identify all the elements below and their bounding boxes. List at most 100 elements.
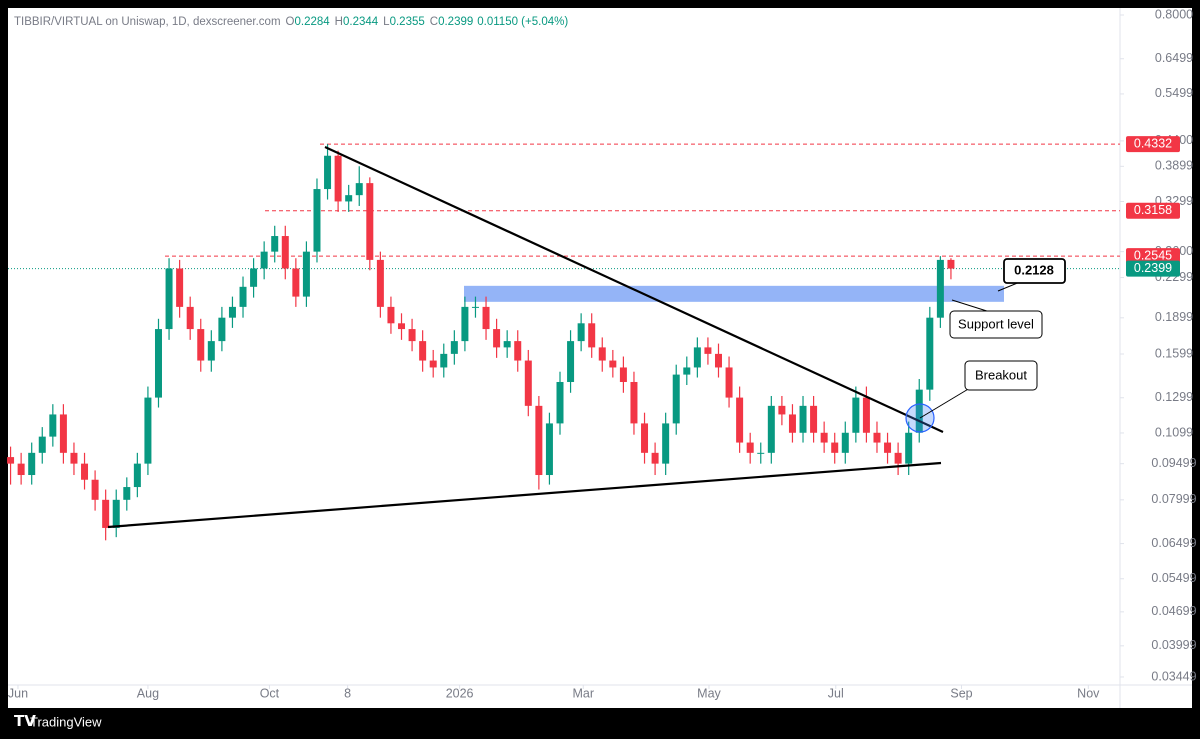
y-tick-label: 0.1299 — [1155, 390, 1193, 404]
candle-body — [398, 323, 406, 330]
descending-trendline — [324, 146, 944, 433]
y-tick-label: 0.03999 — [1151, 638, 1196, 652]
candle-body — [197, 329, 205, 361]
plot-area: 0.80000.64990.54990.44000.38990.32990.26… — [7, 7, 1197, 700]
price-label: 0.2399 — [1134, 261, 1172, 275]
candle-body — [524, 360, 532, 406]
ohlc-value: 0.2284 — [294, 16, 330, 28]
candle-body — [831, 442, 839, 453]
candle-body — [556, 381, 564, 424]
support-text: Support level — [958, 316, 1034, 331]
candle-body — [186, 306, 194, 330]
y-tick-label: 0.8000 — [1155, 7, 1193, 21]
candle-body — [102, 499, 110, 528]
candle-body — [366, 183, 374, 260]
support-zone — [464, 285, 1004, 302]
candle-body — [271, 236, 279, 252]
change: 0.01150 (+5.04%) — [477, 16, 568, 28]
header: TIBBIR/VIRTUAL on Uniswap, 1D, dexscreen… — [14, 16, 568, 28]
logo-mark: 𝗧𝗩 — [14, 713, 36, 730]
candle-body — [112, 499, 120, 528]
breakout-text: Breakout — [975, 367, 1027, 382]
candle-body — [133, 463, 141, 488]
candle-body — [926, 317, 934, 390]
footer — [0, 708, 1200, 739]
candle-body — [450, 341, 458, 354]
ascending-trendline — [107, 461, 942, 529]
candle-body — [70, 452, 78, 464]
y-tick-label: 0.09499 — [1151, 456, 1196, 470]
support-pointer — [951, 299, 991, 313]
candle-body — [662, 423, 670, 464]
price-label: 0.2545 — [1134, 248, 1172, 262]
x-tick-label: May — [697, 686, 721, 700]
candle-body — [577, 323, 585, 342]
candle-body — [345, 195, 353, 202]
support-price: 0.2128 — [1014, 262, 1054, 277]
candle-body — [936, 259, 944, 318]
candle-body — [59, 414, 67, 453]
candle-body — [725, 367, 733, 398]
candle-body — [841, 432, 849, 453]
candle-body — [619, 367, 627, 382]
candle-body — [408, 329, 416, 342]
candle-body — [588, 323, 596, 348]
candle-body — [482, 306, 490, 330]
y-tick-label: 0.5499 — [1155, 86, 1193, 100]
candle-body — [123, 487, 131, 500]
candle-body — [17, 463, 25, 476]
candle-body — [144, 397, 152, 464]
candle-body — [746, 442, 754, 453]
price-callout — [1003, 258, 1066, 284]
candle-body — [419, 341, 427, 361]
candle-body — [49, 414, 57, 437]
x-tick-label: Aug — [137, 686, 159, 700]
candle-body — [704, 347, 712, 354]
support-callout — [949, 310, 1043, 339]
ohlc-value: 0.2399 — [438, 16, 473, 28]
candle-body — [545, 423, 553, 476]
candle-body — [693, 347, 701, 368]
candle-body — [884, 442, 892, 453]
candle-body — [207, 341, 215, 361]
candle-body — [176, 268, 184, 307]
candle-body — [440, 353, 448, 368]
candle-body — [767, 405, 775, 453]
candle-body — [905, 432, 913, 464]
price-label: 0.4332 — [1134, 136, 1172, 150]
ohlc-value: 0.2344 — [343, 16, 379, 28]
y-tick-label: 0.04699 — [1151, 604, 1196, 618]
candle-body — [260, 251, 268, 269]
candle-body — [672, 374, 680, 424]
candle-body — [91, 479, 99, 500]
x-tick-label: Jun — [8, 686, 28, 700]
x-tick-label: Jul — [828, 686, 844, 700]
candle-body — [493, 329, 501, 348]
candle-body — [915, 389, 923, 433]
y-tick-label: 0.6499 — [1155, 51, 1193, 65]
candle-body — [714, 353, 722, 368]
candle-body — [154, 329, 162, 398]
x-tick-label: Mar — [572, 686, 594, 700]
ohlc: O0.2284 H0.2344 L0.2355 C0.2399 — [286, 16, 474, 28]
candle-body — [387, 306, 395, 324]
ohlc-key: L — [383, 16, 390, 28]
y-tick-label: 0.03449 — [1151, 669, 1196, 683]
x-tick-label: Oct — [260, 686, 280, 700]
candle-body — [503, 341, 511, 348]
candle-body — [471, 306, 479, 308]
candle-body — [799, 405, 807, 433]
candle-body — [641, 423, 649, 453]
y-tick-label: 0.1899 — [1155, 310, 1193, 324]
candle-body — [324, 155, 332, 190]
y-tick-label: 0.1099 — [1155, 425, 1193, 439]
x-tick-label: 2026 — [446, 686, 474, 700]
breakout-callout — [964, 360, 1038, 391]
x-tick-label: Sep — [950, 686, 972, 700]
candle-body — [757, 452, 765, 454]
y-tick-label: 0.1599 — [1155, 346, 1193, 360]
ohlc-key: O — [286, 16, 295, 28]
y-tick-label: 0.3899 — [1155, 159, 1193, 173]
price-label-box — [1126, 260, 1180, 277]
